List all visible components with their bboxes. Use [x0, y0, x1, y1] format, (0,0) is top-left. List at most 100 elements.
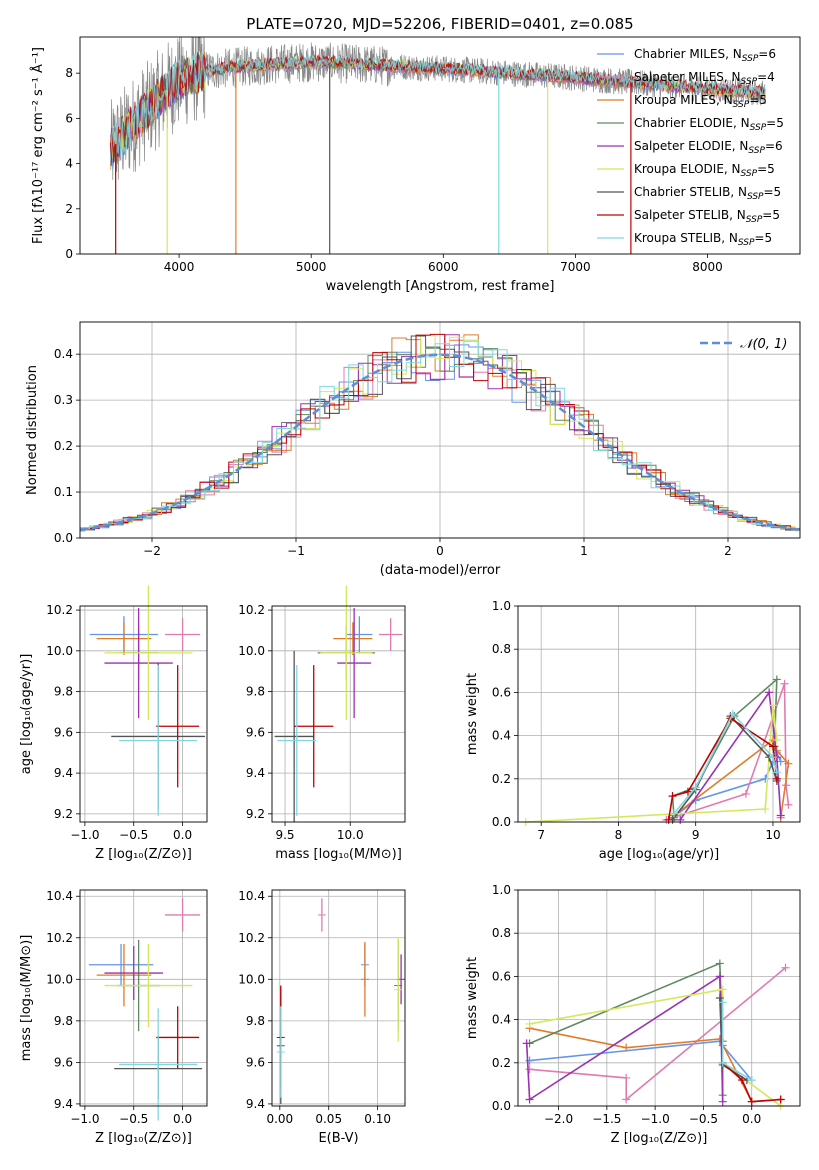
legend-text: Kroupa ELODIE, N — [634, 162, 741, 176]
x-tick-label: 0.0 — [173, 828, 192, 842]
plot-area — [80, 890, 207, 1106]
y-tick-label: 9.4 — [246, 1097, 265, 1111]
y-tick-label: 0.0 — [492, 1099, 511, 1113]
x-tick-label: 7000 — [560, 260, 591, 274]
y-tick-label: 10.0 — [238, 972, 265, 986]
legend-label: Chabrier MILES, NSSP=6 — [634, 47, 776, 64]
legend-label: Chabrier STELIB, NSSP=5 — [634, 185, 781, 202]
series-line-1 — [529, 967, 787, 1102]
x-tick-label: −1.5 — [592, 1112, 621, 1126]
x-axis-label: mass [log₁₀(M/M⊙)] — [275, 847, 402, 862]
series-marker — [776, 1095, 785, 1104]
plot-frame — [79, 605, 208, 823]
histogram-lines — [80, 333, 800, 533]
y-tick-label: 0.3 — [54, 393, 73, 407]
series-marker — [765, 688, 774, 697]
legend-sub: SSP — [750, 123, 767, 133]
legend-sub: SSP — [741, 169, 758, 179]
chart-weight_vs_Z: −2.0 −1.5 −1.0 −0.5 0.0 0.0 0.2 0.4 0.6 0.8 1.0 Z [… — [465, 883, 801, 1146]
y-axis-label: mass [log₁₀(M/M⊙)] — [19, 935, 34, 1062]
series-marker — [718, 998, 727, 1007]
x-tick-label: 10.0 — [337, 828, 364, 842]
series-marker — [525, 1065, 534, 1074]
series-marker — [622, 1095, 631, 1104]
series-marker — [715, 959, 724, 968]
x-tick-label: −2 — [143, 544, 161, 558]
series-marker — [768, 753, 777, 762]
plot-area — [518, 890, 800, 1106]
legend-text: Salpeter MILES, N — [634, 70, 741, 84]
series-marker — [772, 675, 781, 684]
legend-tail: =6 — [758, 47, 776, 61]
chart-mass_vs_ebv: 0.00 0.05 0.10 9.4 9.6 9.8 10.0 10.2 10.4 E(B-V) — [238, 889, 406, 1146]
series-marker — [525, 1095, 534, 1104]
plot-area — [80, 606, 207, 822]
legend-text: Chabrier STELIB, N — [634, 185, 747, 199]
figure-title: PLATE=0720, MJD=52206, FIBERID=0401, z=0… — [246, 15, 633, 33]
x-tick-label: 0.05 — [315, 1112, 342, 1126]
legend-label: Salpeter MILES, NSSP=4 — [634, 70, 775, 87]
series-marker — [776, 757, 785, 766]
series-marker — [784, 759, 793, 768]
series-marker — [747, 1097, 756, 1106]
series-marker — [761, 805, 770, 814]
legend-sub: SSP — [747, 192, 764, 202]
y-tick-label: 9.8 — [246, 685, 265, 699]
series-line-7 — [667, 717, 778, 820]
histogram-8 — [80, 340, 800, 531]
legend-label: 𝒩(0, 1) — [740, 337, 787, 352]
y-tick-label: 0 — [65, 247, 73, 261]
plot-frame — [79, 889, 208, 1107]
y-tick-label: 9.4 — [54, 766, 73, 780]
y-tick-label: 9.4 — [54, 1097, 73, 1111]
legend-text: Kroupa MILES, N — [634, 93, 733, 107]
series-marker — [781, 963, 790, 972]
series-marker — [622, 1043, 631, 1052]
legend-label: Kroupa STELIB, NSSP=5 — [634, 231, 772, 248]
legend-tail: =5 — [762, 208, 780, 222]
y-tick-label: 2 — [65, 202, 73, 216]
y-tick-label: 10.0 — [46, 972, 73, 986]
y-tick-label: 0.4 — [492, 729, 511, 743]
legend-label: Salpeter ELODIE, NSSP=6 — [634, 139, 783, 156]
series-marker — [718, 985, 727, 994]
x-tick-label: 8 — [615, 828, 623, 842]
y-tick-label: 10.2 — [46, 603, 73, 617]
y-tick-label: 0.2 — [492, 772, 511, 786]
x-tick-label: −1.0 — [70, 1112, 99, 1126]
series-line-7 — [722, 1062, 781, 1103]
histogram-7 — [80, 333, 800, 531]
legend-sub: SSP — [733, 100, 750, 110]
y-tick-label: 0.8 — [492, 926, 511, 940]
x-tick-label: −1 — [287, 544, 305, 558]
y-tick-label: 9.6 — [246, 1055, 265, 1069]
y-tick-label: 10.2 — [46, 931, 73, 945]
legend-text: Kroupa STELIB, N — [634, 231, 738, 245]
plot-area — [272, 890, 405, 1106]
legend-tail: =4 — [757, 70, 775, 84]
x-tick-label: 0.10 — [364, 1112, 391, 1126]
y-tick-label: 0.8 — [492, 642, 511, 656]
series-line-4 — [679, 690, 782, 821]
series-marker — [522, 1039, 531, 1048]
x-tick-label: −2.0 — [544, 1112, 573, 1126]
plot-frame — [271, 889, 406, 1107]
x-tick-label: 4000 — [164, 260, 195, 274]
y-axis-label: mass weight — [465, 957, 480, 1039]
x-tick-label: 8000 — [692, 260, 723, 274]
legend-label: Kroupa ELODIE, NSSP=5 — [634, 162, 775, 179]
y-axis-label: Normed distribution — [25, 365, 40, 495]
series-marker — [784, 800, 793, 809]
legend-sub: SSP — [741, 77, 758, 87]
x-tick-label: 0.0 — [173, 1112, 192, 1126]
plot-frame — [79, 321, 801, 539]
x-axis-label: E(B-V) — [318, 1131, 358, 1146]
y-tick-label: 0.0 — [492, 815, 511, 829]
plot-area — [518, 606, 800, 822]
y-tick-label: 9.2 — [54, 807, 73, 821]
y-tick-label: 1.0 — [492, 599, 511, 613]
legend-sub: SSP — [748, 146, 765, 156]
legend-label: Kroupa MILES, NSSP=5 — [634, 93, 767, 110]
y-tick-label: 0.6 — [492, 685, 511, 699]
